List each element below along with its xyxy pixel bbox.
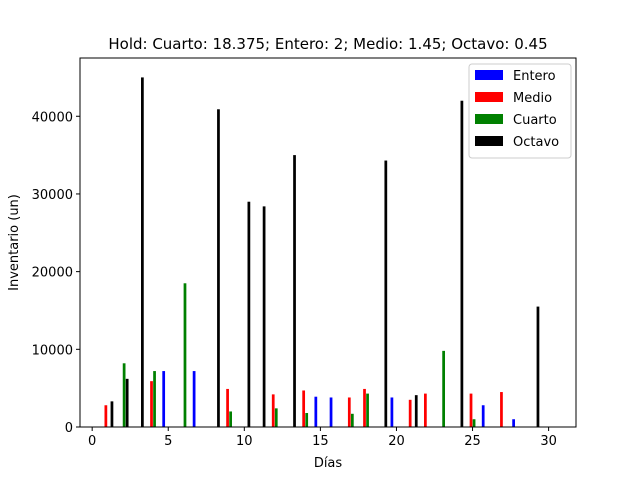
bar-medio-day-4: [150, 381, 153, 427]
bar-medio-day-9: [226, 388, 229, 427]
bar-octavo-day-13: [293, 155, 296, 427]
bar-cuarto-day-25: [472, 419, 476, 427]
legend-label-octavo: Octavo: [513, 135, 559, 150]
bar-octavo-day-21: [414, 395, 418, 427]
bar-entero-day-15: [314, 396, 318, 427]
bar-cuarto-day-18: [366, 393, 369, 427]
y-axis-label: Inventario (un): [7, 194, 22, 291]
bar-cuarto-day-23: [442, 350, 446, 427]
legend-label-cuarto: Cuarto: [513, 113, 557, 128]
bar-medio-day-22: [424, 393, 427, 427]
bar-medio-day-12: [271, 394, 275, 427]
x-tick-label: 30: [540, 434, 557, 449]
x-tick-label: 5: [164, 434, 172, 449]
x-axis-ticks: 0 5 10 15 20 25 30: [88, 427, 557, 449]
y-tick-label: 20000: [32, 266, 73, 281]
y-tick-label: 30000: [32, 188, 73, 203]
bar-octavo-day-24: [460, 100, 464, 427]
legend: Entero Medio Cuarto Octavo: [468, 63, 572, 159]
legend-box: [468, 63, 572, 159]
x-tick-label: 20: [388, 434, 405, 449]
y-axis-ticks: 0 10000 20000 30000 40000: [32, 110, 80, 436]
x-axis-label: Días: [314, 456, 343, 471]
y-tick-label: 40000: [32, 110, 73, 125]
bar-medio-day-1: [104, 405, 108, 427]
legend-label-entero: Entero: [513, 69, 556, 84]
chart-title: Hold: Cuarto: 18.375; Entero: 2; Medio: …: [108, 35, 547, 53]
bar-octavo-day-29: [536, 306, 540, 427]
plot-frame: [79, 57, 577, 428]
bar-entero-day-26: [481, 405, 485, 427]
y-tick-label: 0: [65, 421, 73, 436]
x-tick-label: 0: [88, 434, 96, 449]
bars-layer: [104, 77, 540, 427]
bar-entero-day-20: [390, 397, 394, 427]
bar-octavo-day-8: [217, 109, 220, 427]
bar-entero-day-7: [192, 371, 196, 427]
x-tick-label: 10: [236, 434, 253, 449]
legend-swatch-cuarto: [475, 114, 503, 124]
bar-octavo-day-19: [384, 160, 388, 427]
bar-octavo-day-2: [125, 378, 129, 427]
bar-medio-day-27: [500, 392, 503, 427]
bar-cuarto-day-4: [153, 371, 156, 427]
y-tick-label: 10000: [32, 343, 73, 358]
bar-medio-day-21: [408, 399, 412, 427]
bar-cuarto-day-14: [305, 413, 309, 427]
bar-medio-day-14: [302, 390, 306, 427]
bar-octavo-day-10: [247, 201, 251, 427]
bar-medio-day-18: [363, 388, 366, 427]
bar-medio-day-25: [469, 393, 473, 427]
bar-octavo-day-1: [110, 401, 114, 427]
bar-octavo-day-11: [262, 206, 266, 427]
bar-cuarto-day-6: [183, 283, 187, 427]
bar-cuarto-day-2: [122, 363, 126, 427]
bar-cuarto-day-12: [274, 408, 278, 427]
x-tick-label: 15: [312, 434, 329, 449]
legend-label-medio: Medio: [513, 91, 552, 106]
bar-entero-day-28: [512, 419, 515, 427]
legend-swatch-octavo: [475, 136, 503, 146]
bar-medio-day-17: [347, 397, 351, 427]
bar-cuarto-day-17: [350, 413, 354, 427]
bar-entero-day-5: [162, 371, 166, 427]
legend-swatch-entero: [475, 70, 503, 80]
x-tick-label: 25: [464, 434, 481, 449]
bar-cuarto-day-9: [229, 411, 232, 427]
bar-octavo-day-3: [141, 77, 144, 427]
legend-swatch-medio: [475, 92, 503, 102]
bar-entero-day-16: [329, 397, 333, 427]
